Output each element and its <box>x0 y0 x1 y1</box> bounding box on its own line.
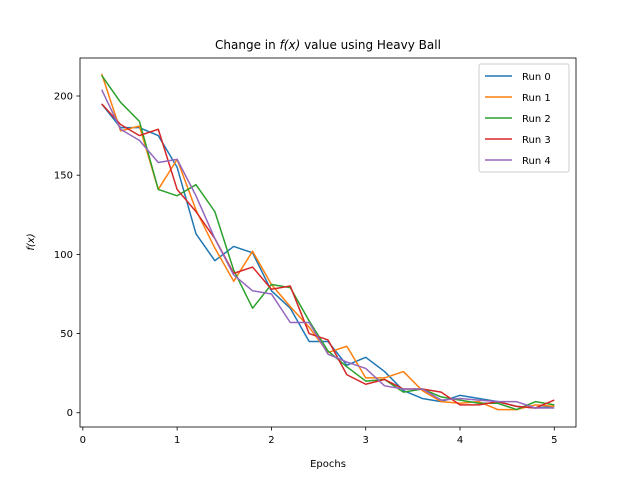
x-tick-label: 0 <box>80 435 86 446</box>
legend: Run 0 Run 1 Run 2 Run 3 Run 4 <box>478 63 570 173</box>
x-axis-ticks: 0 1 2 3 4 5 <box>80 427 557 446</box>
legend-label-run-2: Run 2 <box>522 114 551 125</box>
legend-label-run-3: Run 3 <box>522 135 551 146</box>
y-tick-label: 100 <box>54 250 73 261</box>
y-tick-label: 0 <box>67 408 73 419</box>
legend-box <box>478 63 570 173</box>
series-line-run-2 <box>101 74 555 411</box>
title-math: f(x) <box>280 38 301 52</box>
y-tick-label: 50 <box>60 329 73 340</box>
plot-lines <box>100 73 555 411</box>
legend-label-run-1: Run 1 <box>522 93 551 104</box>
series-line-run-4 <box>101 89 555 409</box>
series-line-run-0 <box>101 103 555 409</box>
legend-label-run-0: Run 0 <box>522 72 551 83</box>
y-axis-label: f(x) <box>26 233 37 250</box>
y-axis-ticks: 0 50 100 150 200 <box>54 92 80 419</box>
x-axis-label: Epochs <box>310 459 346 470</box>
y-tick-label: 200 <box>54 92 73 103</box>
series-line-run-3 <box>101 103 555 409</box>
x-tick-label: 4 <box>457 435 463 446</box>
x-tick-label: 2 <box>268 435 274 446</box>
x-tick-label: 5 <box>551 435 557 446</box>
y-tick-label: 150 <box>54 171 73 182</box>
legend-label-run-4: Run 4 <box>522 156 551 167</box>
plot-frame <box>79 57 577 428</box>
chart-title: Change in f(x) value using Heavy Ball <box>215 38 441 52</box>
x-tick-label: 3 <box>363 435 369 446</box>
x-tick-label: 1 <box>174 435 180 446</box>
